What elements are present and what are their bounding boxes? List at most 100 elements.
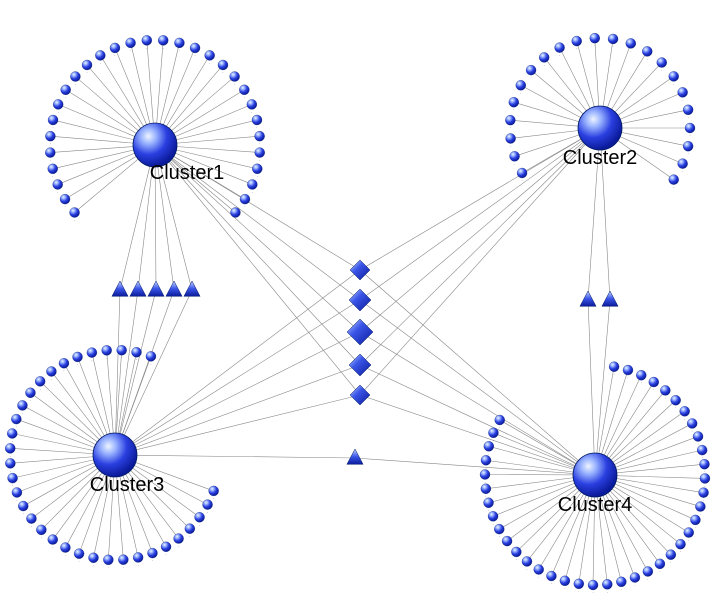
cluster-label: Cluster3 — [90, 474, 164, 496]
leaf-node — [560, 576, 570, 586]
leaf-label: · — [86, 70, 87, 75]
leaf-node — [12, 487, 22, 497]
leaf-label: · — [613, 372, 614, 377]
leaf-label: · — [576, 46, 577, 51]
leaf-node — [506, 133, 516, 143]
leaf-node — [48, 164, 58, 174]
leaf-node — [511, 547, 521, 557]
leaf-label: · — [30, 398, 31, 403]
leaf-label: · — [91, 358, 92, 363]
leaf-node — [53, 179, 63, 189]
edge-shared — [115, 290, 120, 455]
edge-shared — [360, 395, 595, 475]
leaf-node — [517, 168, 527, 178]
leaf-node — [680, 406, 690, 416]
leaf-node — [205, 50, 215, 60]
leaf-node — [118, 555, 128, 565]
leaf-label: · — [510, 143, 511, 148]
leaf-node — [480, 470, 490, 480]
shared-diamond-node — [350, 385, 370, 405]
leaf-node — [26, 514, 36, 524]
leaf-label: · — [670, 560, 671, 565]
edge-shared — [115, 290, 174, 455]
leaf-label: · — [251, 109, 252, 114]
leaf-node — [630, 572, 640, 582]
leaf-label: · — [704, 469, 705, 474]
leaf-node — [574, 579, 584, 589]
edge-shared — [115, 270, 360, 455]
leaf-node — [481, 484, 491, 494]
shared-triangle-node — [130, 281, 146, 296]
leaf-node — [18, 501, 28, 511]
leaf-label: · — [607, 589, 608, 594]
edge-shared — [360, 270, 595, 475]
leaf-node — [8, 473, 18, 483]
leaf-label: · — [510, 125, 511, 130]
leaf-label: · — [513, 107, 514, 112]
leaf-node — [110, 43, 120, 53]
leaf-node — [616, 577, 626, 587]
cluster-hub — [93, 433, 137, 477]
leaf-label: · — [189, 534, 190, 539]
leaf-label: · — [63, 368, 64, 373]
leaf-node — [649, 377, 659, 387]
leaf-label: · — [484, 480, 485, 485]
leaf-label: · — [516, 557, 517, 562]
leaf-node — [247, 99, 257, 109]
leaf-label: · — [621, 587, 622, 592]
leaf-label: · — [520, 90, 521, 95]
leaf-node — [70, 207, 80, 217]
leaf-node — [53, 99, 63, 109]
leaf-node — [590, 33, 600, 43]
leaf-label: · — [687, 151, 688, 156]
leaf-node — [505, 115, 515, 125]
edge-shared — [115, 300, 360, 455]
edge-shared — [595, 300, 610, 475]
leaf-node — [555, 43, 565, 53]
leaf-node — [669, 71, 679, 81]
leaf-node — [655, 559, 665, 569]
leaf-label: · — [259, 141, 260, 146]
leaf-label: · — [647, 56, 648, 61]
leaf-label: · — [152, 558, 153, 563]
leaf-node — [522, 556, 532, 566]
leaf-label: · — [493, 438, 494, 443]
network-diagram: ········································… — [0, 0, 720, 606]
shared-triangle-node — [347, 449, 363, 464]
leaf-label: · — [704, 483, 705, 488]
leaf-node — [46, 366, 56, 376]
leaf-node — [509, 97, 519, 107]
leaf-node — [666, 550, 676, 560]
leaf-label: · — [199, 522, 200, 527]
edge-shared — [360, 365, 595, 475]
cluster-label: Cluster1 — [150, 162, 224, 184]
leaf-node — [495, 415, 505, 425]
leaf-label: · — [58, 109, 59, 114]
leaf-label: · — [31, 524, 32, 529]
leaf-label: · — [65, 553, 66, 558]
leaf-label: · — [130, 48, 131, 53]
leaf-label: · — [179, 48, 180, 53]
leaf-label: · — [544, 62, 545, 67]
shared-triangle-node — [166, 281, 182, 296]
leaf-label: · — [661, 68, 662, 73]
leaf-node — [546, 571, 556, 581]
leaf-label: · — [641, 380, 642, 385]
leaf-label: · — [234, 82, 235, 87]
leaf-node — [588, 580, 598, 590]
shared-diamond-node — [349, 289, 371, 311]
leaf-node — [45, 131, 55, 141]
leaf-label: · — [697, 441, 698, 446]
cluster-hub — [573, 453, 617, 497]
leaf-node — [7, 428, 17, 438]
leaf-node — [158, 35, 168, 45]
leaf-label: · — [627, 375, 628, 380]
leaf-label: · — [213, 496, 214, 501]
leaf-node — [252, 115, 262, 125]
leaf-node — [481, 455, 491, 465]
leaf-node — [534, 565, 544, 575]
leaf-label: · — [551, 581, 552, 586]
leaf-node — [133, 552, 143, 562]
leaf-label: · — [485, 465, 486, 470]
leaf-node — [190, 43, 200, 53]
